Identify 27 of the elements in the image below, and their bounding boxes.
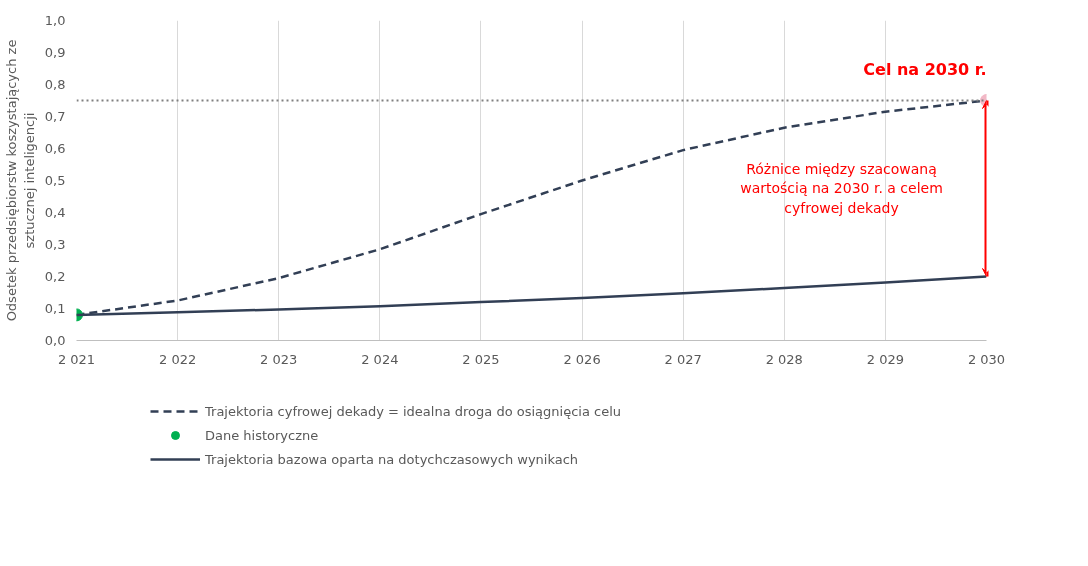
legend-label: Trajektoria cyfrowej dekady = idealna droga do osiągnięcia celu — [205, 403, 621, 419]
x-tick-label: 2 022 — [159, 351, 197, 367]
y-tick-label: 0,7 — [44, 109, 66, 124]
y-tick-label: 0,5 — [44, 173, 66, 188]
x-tick-label: 2 030 — [967, 351, 1006, 367]
y-tick-label: 0,2 — [44, 269, 66, 284]
legend-label: Trajektoria bazowa oparta na dotychczasowych wynikach — [205, 451, 579, 467]
legend-label: Dane historyczne — [205, 427, 319, 443]
y-tick-label: 1,0 — [44, 13, 66, 28]
x-tick-label: 2 027 — [664, 351, 702, 367]
annotation: Różnice między szacowaną wartością na 2030 r. a celem cyfrowej dekady — [740, 161, 943, 216]
x-tick-label: 2 029 — [866, 351, 904, 367]
y-tick-label: 0,6 — [44, 141, 66, 156]
y-tick-label: 0,9 — [44, 45, 66, 60]
x-tick-label: 2 021 — [57, 351, 96, 367]
x-tick-label: 2 025 — [462, 351, 500, 367]
y-tick-label: 0,0 — [44, 333, 66, 348]
y-axis-title: Odsetek przedsiębiorstw koszystających ze sztucznej inteligencji — [3, 39, 37, 322]
y-tick-label: 0,1 — [44, 301, 66, 316]
x-tick-label: 2 028 — [765, 351, 803, 367]
x-tick-label: 2 024 — [361, 351, 399, 367]
x-tick-label: 2 026 — [563, 351, 601, 367]
y-tick-label: 0,8 — [44, 77, 66, 92]
y-tick-label: 0,3 — [44, 237, 66, 252]
y-tick-label: 0,4 — [44, 205, 66, 220]
annotation: Cel na 2030 r. — [863, 59, 987, 79]
x-tick-label: 2 023 — [260, 351, 298, 367]
